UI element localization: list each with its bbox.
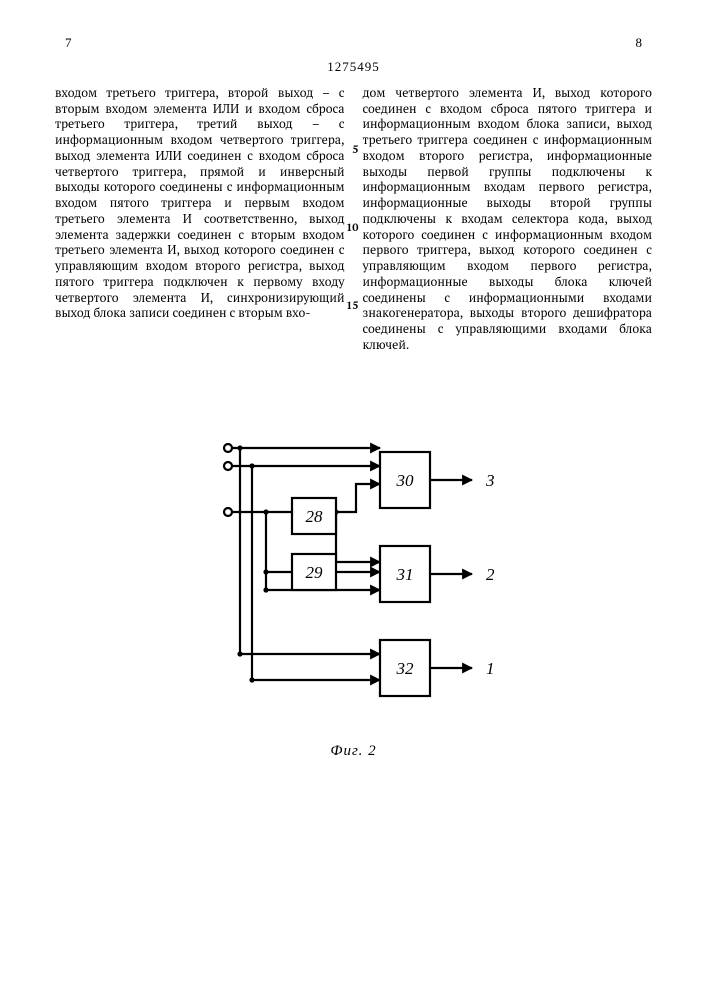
input-terminal [224, 462, 232, 470]
document-number: 1275495 [55, 59, 652, 75]
junction-dot [263, 588, 268, 593]
signal-wire [336, 512, 380, 562]
line-marker-10: 10 [346, 221, 358, 235]
block-label: 32 [395, 659, 414, 678]
junction-dot [249, 464, 254, 469]
signal-wire [336, 484, 380, 512]
right-column-text: дом четвертого элемента И, выход которог… [363, 84, 653, 353]
page-number-right: 8 [636, 35, 643, 51]
page: 7 8 1275495 входом третьего триггера, вт… [0, 0, 707, 1000]
block-label: 28 [305, 507, 323, 526]
block-label: 29 [305, 563, 323, 582]
junction-dot [237, 446, 242, 451]
input-terminal [224, 444, 232, 452]
line-marker-5: 5 [352, 143, 358, 157]
block-label: 30 [395, 471, 414, 490]
junction-dot [263, 510, 268, 515]
figure-2: 2829303132321 Фиг. 2 [55, 422, 652, 760]
block-label: 31 [395, 565, 413, 584]
block-diagram: 2829303132321 [204, 422, 504, 732]
header-row: 7 8 [55, 35, 652, 51]
line-marker-15: 15 [346, 299, 358, 313]
left-column-text: входом третьего триггера, второй выход –… [55, 84, 345, 321]
figure-label: Фиг. 2 [55, 743, 652, 760]
output-label: 2 [486, 565, 495, 584]
input-terminal [224, 508, 232, 516]
output-label: 1 [486, 659, 495, 678]
page-number-left: 7 [65, 35, 72, 51]
junction-dot [237, 652, 242, 657]
text-columns: входом третьего триггера, второй выход –… [55, 85, 652, 352]
junction-dot [249, 678, 254, 683]
output-label: 3 [485, 471, 495, 490]
left-column: входом третьего триггера, второй выход –… [55, 85, 345, 352]
junction-dot [263, 570, 268, 575]
right-column: дом четвертого элемента И, выход которог… [363, 85, 653, 352]
